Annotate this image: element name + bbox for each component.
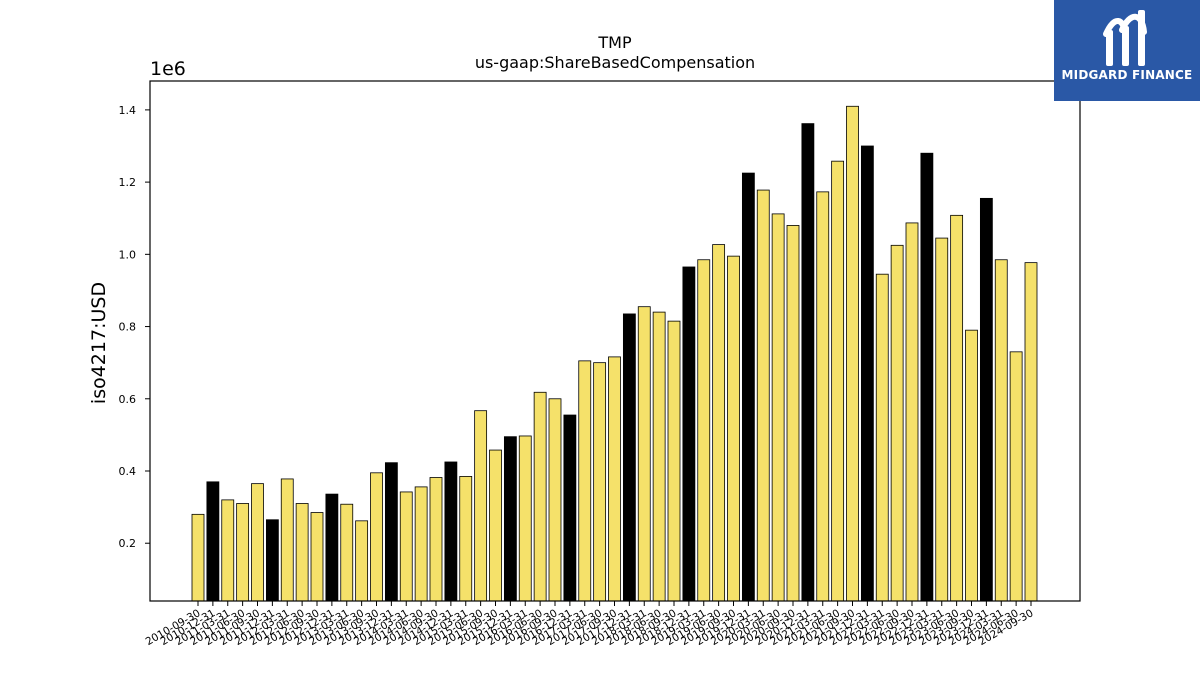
bar bbox=[518, 435, 532, 602]
bar bbox=[414, 486, 428, 602]
bar bbox=[756, 189, 770, 602]
y-offset-label: 1e6 bbox=[150, 58, 186, 80]
bar bbox=[563, 414, 577, 602]
bar bbox=[340, 503, 354, 602]
bar bbox=[652, 311, 666, 602]
bar bbox=[295, 503, 309, 602]
bar bbox=[459, 476, 473, 602]
bar bbox=[280, 478, 294, 602]
bar bbox=[667, 320, 681, 602]
bar bbox=[444, 461, 458, 602]
bar bbox=[831, 160, 845, 602]
bar bbox=[429, 477, 443, 602]
bar bbox=[979, 197, 993, 602]
bar bbox=[221, 499, 235, 602]
bar bbox=[890, 244, 904, 602]
bar bbox=[503, 436, 517, 602]
bar bbox=[310, 512, 324, 602]
bar bbox=[682, 266, 696, 602]
bar bbox=[533, 391, 547, 602]
bar bbox=[548, 398, 562, 602]
bar bbox=[712, 244, 726, 602]
y-tick-label: 1.2 bbox=[119, 176, 137, 189]
bar bbox=[370, 472, 383, 602]
y-tick-label: 0.6 bbox=[119, 393, 137, 406]
bar bbox=[965, 329, 978, 602]
bar bbox=[191, 513, 205, 602]
bar bbox=[355, 520, 369, 602]
bar bbox=[578, 360, 592, 602]
bar bbox=[875, 273, 889, 602]
bar bbox=[801, 123, 815, 602]
bar bbox=[206, 481, 220, 602]
bar bbox=[786, 225, 800, 602]
y-tick-label: 1.0 bbox=[119, 248, 137, 261]
bar bbox=[474, 410, 488, 602]
y-tick-label: 1.4 bbox=[119, 104, 137, 117]
bar bbox=[727, 255, 740, 602]
bar bbox=[771, 213, 785, 602]
x-axis-ticks: 2010-09-302010-12-312011-03-312011-06-30… bbox=[144, 601, 1036, 648]
y-tick-label: 0.2 bbox=[119, 537, 137, 550]
brand-name: MIDGARD FINANCE bbox=[1061, 68, 1193, 82]
bar bbox=[593, 362, 607, 602]
bar bbox=[489, 449, 502, 602]
chart-subtitle: us-gaap:ShareBasedCompensation bbox=[475, 53, 755, 72]
bar bbox=[1009, 351, 1023, 602]
midgard-logo-icon bbox=[1103, 10, 1147, 66]
y-axis-ticks: 0.2 0.4 0.6 0.8 1.0 1.2 1.4 bbox=[119, 104, 150, 550]
bar bbox=[325, 493, 339, 602]
bar bbox=[741, 172, 755, 602]
bar-series bbox=[191, 105, 1038, 602]
bar bbox=[935, 237, 949, 602]
bar bbox=[399, 491, 413, 602]
bar bbox=[905, 222, 919, 602]
bar bbox=[697, 259, 711, 602]
chart-title: TMP bbox=[597, 33, 632, 52]
brand-logo: MIDGARD FINANCE bbox=[1054, 0, 1200, 101]
y-tick-label: 0.8 bbox=[119, 321, 137, 334]
bar bbox=[994, 259, 1008, 602]
bar bbox=[251, 483, 264, 602]
bar bbox=[622, 313, 636, 602]
bar bbox=[860, 145, 874, 602]
y-axis-label: iso4217:USD bbox=[88, 282, 110, 404]
bar bbox=[384, 462, 398, 602]
bar bbox=[1024, 262, 1038, 602]
bar bbox=[637, 306, 651, 602]
plot-frame bbox=[149, 80, 1081, 602]
bar bbox=[846, 105, 859, 602]
bar bbox=[950, 214, 964, 602]
y-tick-label: 0.4 bbox=[119, 465, 137, 478]
bar bbox=[608, 356, 621, 602]
bar bbox=[265, 519, 279, 602]
bar bbox=[920, 152, 934, 602]
bar bbox=[236, 503, 250, 602]
bar bbox=[816, 191, 830, 602]
